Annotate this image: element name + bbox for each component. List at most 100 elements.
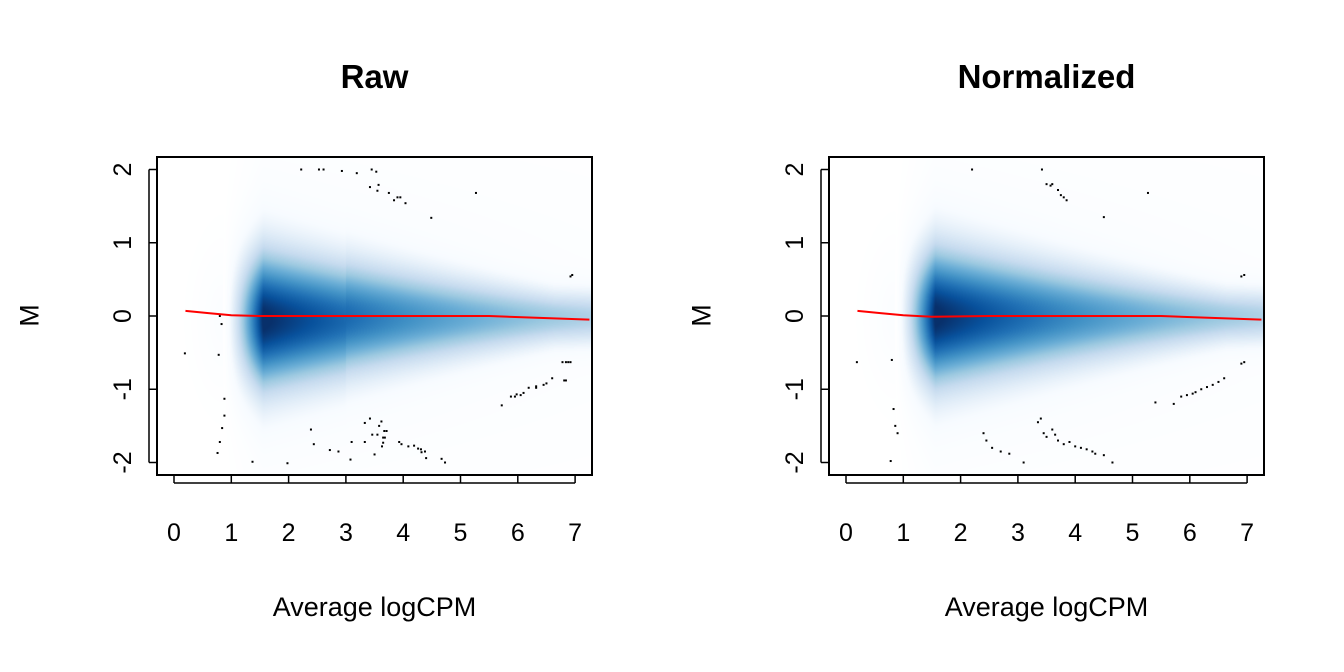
- chart-title: Raw: [340, 58, 409, 95]
- outlier-point: [1102, 216, 1105, 219]
- outlier-point: [545, 382, 548, 385]
- y-tick-label: 1: [781, 236, 809, 250]
- outlier-point: [561, 361, 564, 364]
- y-tick-label: 2: [781, 163, 809, 177]
- outlier-point: [1062, 196, 1065, 199]
- outlier-point: [1211, 383, 1214, 386]
- outlier-point: [363, 440, 366, 443]
- outlier-point: [399, 196, 402, 199]
- x-tick-label: 5: [454, 519, 468, 547]
- outlier-point: [380, 445, 383, 448]
- outlier-point: [1022, 461, 1025, 464]
- outlier-point: [373, 453, 376, 456]
- outlier-point: [563, 379, 566, 382]
- x-tick-label: 3: [339, 519, 353, 547]
- outlier-point: [370, 168, 373, 171]
- outlier-point: [535, 386, 538, 389]
- outlier-point: [251, 460, 254, 463]
- outlier-point: [1094, 452, 1097, 455]
- outlier-point: [349, 458, 352, 461]
- outlier-point: [1191, 392, 1194, 395]
- plot-marks: 0 1 2 3 4 5 6 7 -2 -1 0 1 2: [781, 156, 1265, 547]
- y-axis-label: M: [686, 304, 717, 327]
- x-tick-label: 1: [224, 519, 238, 547]
- x-tick-label: 2: [282, 519, 296, 547]
- outlier-point: [340, 169, 343, 172]
- outlier-point: [1240, 275, 1243, 278]
- outlier-point: [896, 432, 899, 435]
- outlier-point: [309, 428, 312, 431]
- outlier-point: [1054, 433, 1057, 436]
- outlier-point: [564, 379, 567, 382]
- outlier-point: [1085, 448, 1088, 451]
- outlier-point: [1091, 450, 1094, 453]
- outlier-point: [1065, 199, 1068, 202]
- outlier-point: [1205, 386, 1208, 389]
- outlier-point: [1049, 184, 1052, 187]
- x-tick-label: 7: [1240, 519, 1254, 547]
- outlier-point: [1045, 183, 1048, 186]
- outlier-point: [1059, 194, 1062, 197]
- outlier-point: [1111, 461, 1114, 464]
- outlier-point: [1102, 454, 1105, 457]
- y-tick-label: 0: [781, 309, 809, 323]
- x-tick-label: 0: [167, 519, 181, 547]
- x-tick-label: 4: [396, 519, 410, 547]
- x-tick-label: 7: [568, 519, 582, 547]
- x-tick-label: 3: [1011, 519, 1025, 547]
- y-tick-label: -1: [109, 378, 137, 400]
- outlier-point: [571, 273, 574, 276]
- outlier-point: [376, 433, 379, 436]
- outlier-point: [567, 361, 570, 364]
- outlier-point: [378, 424, 381, 427]
- outlier-point: [417, 447, 420, 450]
- outlier-point: [1172, 402, 1175, 405]
- outlier-point: [855, 361, 858, 364]
- outlier-point: [363, 421, 366, 424]
- outlier-point: [400, 443, 403, 446]
- outlier-point: [444, 461, 447, 464]
- outlier-point: [375, 170, 378, 173]
- outlier-point: [542, 383, 545, 386]
- outlier-point: [1200, 388, 1203, 391]
- outlier-point: [419, 448, 422, 451]
- outlier-point: [382, 441, 385, 444]
- chart-title: Normalized: [957, 58, 1136, 95]
- outlier-point: [1062, 443, 1065, 446]
- outlier-point: [407, 445, 410, 448]
- x-tick-label: 2: [954, 519, 968, 547]
- outlier-point: [515, 393, 518, 396]
- outlier-point: [1146, 191, 1149, 194]
- outlier-point: [380, 420, 383, 423]
- outlier-point: [337, 450, 340, 453]
- outlier-point: [393, 199, 396, 202]
- outlier-point: [355, 172, 358, 175]
- outlier-point: [221, 427, 224, 430]
- y-tick-label: -2: [109, 451, 137, 473]
- outlier-point: [377, 183, 380, 186]
- outlier-point: [1042, 432, 1045, 435]
- outlier-point: [398, 440, 401, 443]
- outlier-point: [569, 361, 572, 364]
- outlier-point: [383, 436, 386, 439]
- y-tick-label: -1: [781, 378, 809, 400]
- outlier-point: [535, 385, 538, 388]
- outlier-point: [376, 189, 379, 192]
- outlier-point: [522, 391, 525, 394]
- outlier-point: [1039, 417, 1042, 420]
- outlier-point: [216, 451, 219, 454]
- x-tick-label: 5: [1126, 519, 1140, 547]
- outlier-point: [971, 168, 974, 171]
- outlier-point: [985, 439, 988, 442]
- outlier-point: [519, 394, 522, 397]
- outlier-point: [218, 440, 221, 443]
- outlier-point: [513, 395, 516, 398]
- outlier-point: [1036, 421, 1039, 424]
- outlier-point: [1057, 439, 1060, 442]
- outlier-point: [396, 196, 399, 199]
- outlier-point: [889, 460, 892, 463]
- trend-line: [857, 309, 1262, 321]
- outlier-point: [1051, 183, 1054, 186]
- outlier-point: [404, 202, 407, 205]
- outlier-point: [1217, 380, 1220, 383]
